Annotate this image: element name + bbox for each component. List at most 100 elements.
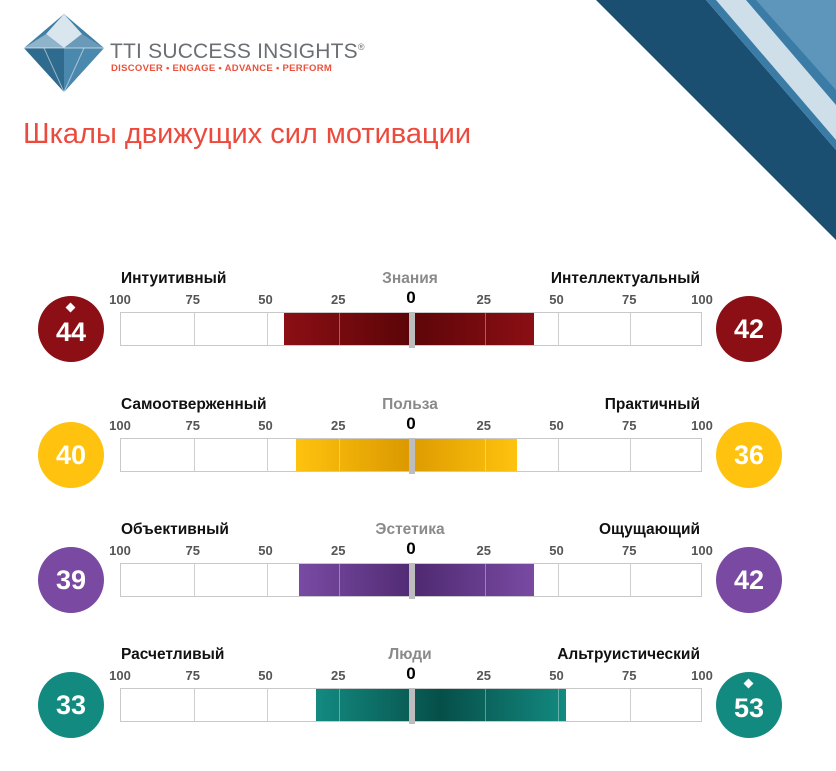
scale-name: Люди <box>388 646 432 663</box>
axis-tick-label: 50 <box>549 418 564 433</box>
zero-marker <box>409 312 415 348</box>
gridline <box>193 313 195 345</box>
axis-tick-label: 50 <box>549 668 564 683</box>
primary-diamond-icon <box>743 678 754 689</box>
axis-tick-label: 100 <box>109 668 131 683</box>
axis-tick-label: 75 <box>622 292 637 307</box>
gridline-on-bar <box>339 439 341 471</box>
gridline <box>630 439 632 471</box>
axis-tick-label: 75 <box>622 668 637 683</box>
scale-track <box>120 312 702 348</box>
right-score-value: 53 <box>733 693 765 723</box>
brand-name: TTI SUCCESS INSIGHTS® <box>110 40 365 63</box>
left-score-value: 40 <box>55 440 87 470</box>
gridline <box>266 313 268 345</box>
axis-tick-label: 100 <box>109 292 131 307</box>
axis-tick-label: 50 <box>549 543 564 558</box>
gridline-on-bar <box>339 689 341 721</box>
axis-tick-label: 75 <box>185 292 200 307</box>
left-score-value: 33 <box>55 690 87 720</box>
gridline <box>630 564 632 596</box>
axis-tick-label: 25 <box>476 668 491 683</box>
scale-name: Знания <box>382 270 438 287</box>
scale-name: Польза <box>382 396 438 413</box>
right-score-value: 42 <box>733 565 765 595</box>
axis-tick-label: 100 <box>691 292 713 307</box>
axis-tick-label: 75 <box>185 418 200 433</box>
axis-tick-label: 50 <box>258 418 273 433</box>
axis-tick-label: 25 <box>476 292 491 307</box>
left-score-badge: 33 <box>38 672 104 738</box>
gridline <box>557 313 559 345</box>
axis-tick-label: 25 <box>331 292 346 307</box>
axis-tick-label: 100 <box>109 543 131 558</box>
right-pole-label: Ощущающий <box>598 521 700 538</box>
axis-tick-label: 0 <box>406 539 416 558</box>
zero-marker <box>409 438 415 474</box>
scale-row: Объективный Эстетика Ощущающий 100 75 50 25 0 25… <box>0 521 836 646</box>
axis-tick-label: 100 <box>691 668 713 683</box>
company-logo: TTI SUCCESS INSIGHTS® DISCOVER • ENGAGE … <box>24 14 365 94</box>
gridline-on-bar <box>557 689 559 721</box>
axis-tick-label: 25 <box>331 418 346 433</box>
axis-tick-label: 75 <box>622 418 637 433</box>
gridline <box>630 313 632 345</box>
axis-tick-label: 0 <box>406 664 416 683</box>
axis-tick-label: 100 <box>691 418 713 433</box>
gridline <box>193 564 195 596</box>
score-bar <box>295 439 517 471</box>
right-pole-label: Практичный <box>604 396 700 413</box>
axis-tick-label: 75 <box>185 543 200 558</box>
left-pole-label: Объективный <box>121 521 229 538</box>
primary-diamond-icon <box>65 302 76 313</box>
gridline-on-bar <box>339 564 341 596</box>
axis-tick-label: 100 <box>691 543 713 558</box>
gridline-on-bar <box>484 313 486 345</box>
axis-tick-label: 25 <box>331 668 346 683</box>
axis-tick-label: 100 <box>109 418 131 433</box>
gridline <box>193 689 195 721</box>
scale-row: Расчетливый Люди Альтруистический 100 75 50 25… <box>0 646 836 771</box>
gridline <box>266 564 268 596</box>
gridline-on-bar <box>484 439 486 471</box>
axis-tick-label: 50 <box>258 668 273 683</box>
gridline <box>557 564 559 596</box>
score-bar <box>315 689 567 721</box>
axis-tick-label: 50 <box>258 543 273 558</box>
scale-track <box>120 438 702 474</box>
right-score-badge: 36 <box>716 422 782 488</box>
diamond-logo-icon <box>24 14 104 92</box>
left-pole-label: Расчетливый <box>121 646 225 663</box>
gridline <box>557 439 559 471</box>
score-bar <box>298 564 535 596</box>
brand-tagline: DISCOVER • ENGAGE • ADVANCE • PERFORM <box>111 63 333 74</box>
right-pole-label: Интеллектуальный <box>550 270 700 287</box>
right-score-badge: 42 <box>716 547 782 613</box>
left-score-value: 39 <box>55 565 87 595</box>
right-score-badge: 53 <box>716 672 782 738</box>
axis-tick-label: 25 <box>476 543 491 558</box>
axis-tick-label: 25 <box>476 418 491 433</box>
scale-row: Интуитивный Знания Интеллектуальный 100 75 50… <box>0 270 836 395</box>
scale-name: Эстетика <box>375 521 445 538</box>
gridline <box>266 689 268 721</box>
axis-tick-label: 50 <box>258 292 273 307</box>
axis-tick-label: 50 <box>549 292 564 307</box>
scale-row: Самоотверженный Польза Практичный 100 75 50 25… <box>0 396 836 521</box>
left-pole-label: Самоотверженный <box>121 396 267 413</box>
axis-tick-label: 25 <box>331 543 346 558</box>
right-pole-label: Альтруистический <box>557 646 700 663</box>
axis-tick-label: 0 <box>406 288 416 307</box>
left-score-badge: 39 <box>38 547 104 613</box>
zero-marker <box>409 688 415 724</box>
gridline <box>193 439 195 471</box>
decorative-corner-graphic <box>596 0 836 240</box>
gridline-on-bar <box>339 313 341 345</box>
gridline <box>266 439 268 471</box>
left-score-badge: 40 <box>38 422 104 488</box>
zero-marker <box>409 563 415 599</box>
right-score-badge: 42 <box>716 296 782 362</box>
scale-track <box>120 563 702 599</box>
scale-track <box>120 688 702 724</box>
gridline-on-bar <box>484 689 486 721</box>
